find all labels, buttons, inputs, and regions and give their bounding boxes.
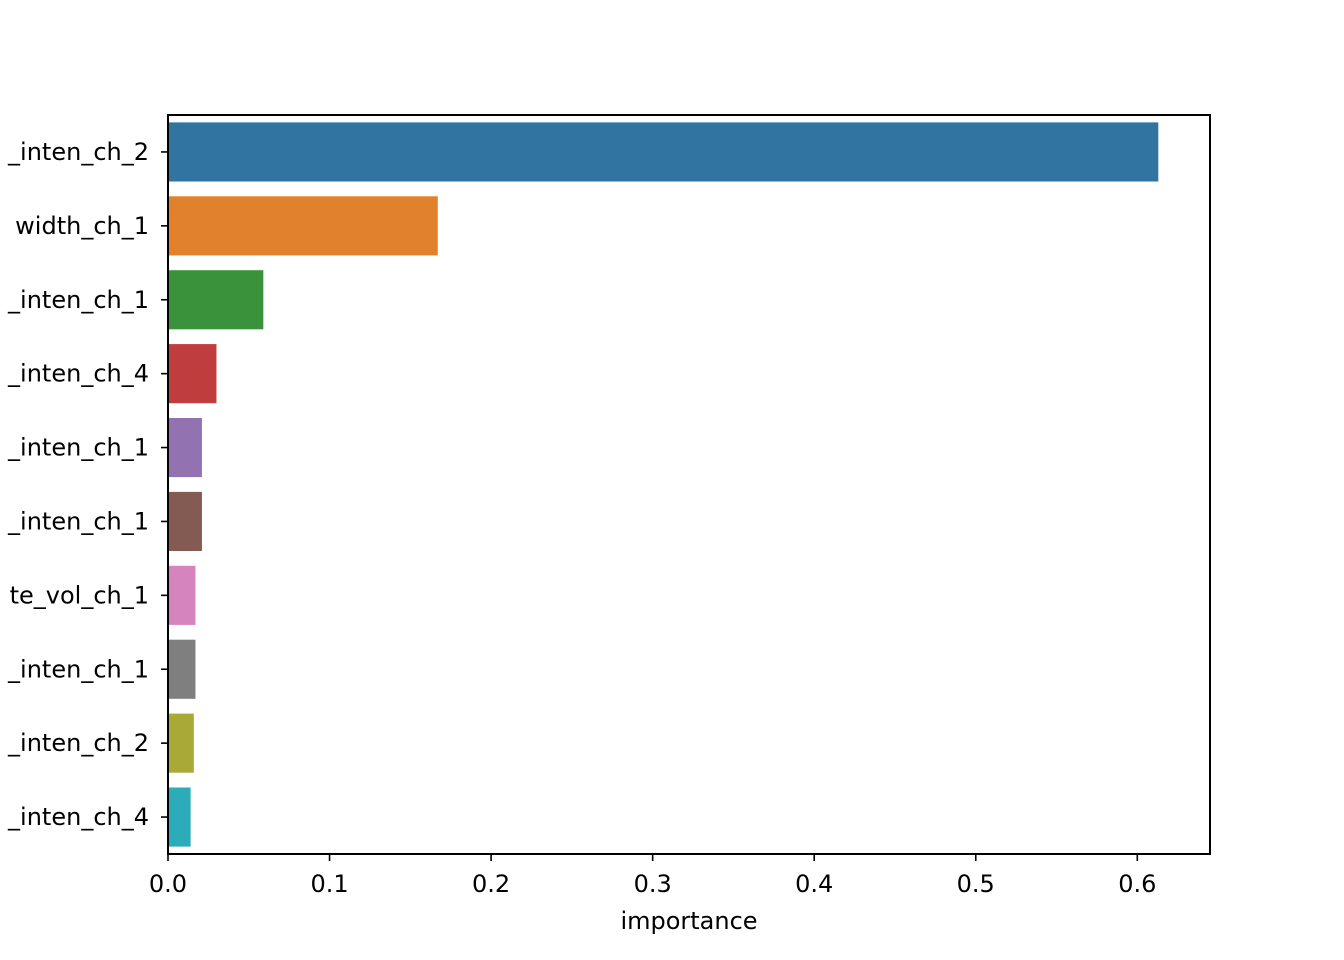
y-tick-label-10: _inten_ch_4 xyxy=(7,803,149,831)
y-axis: _inten_ch_2 width_ch_1 _inten_ch_1 _inten_c… xyxy=(7,138,168,831)
y-tick-label-5: _inten_ch_1 xyxy=(7,434,149,462)
y-tick-label-8: _inten_ch_1 xyxy=(7,655,149,683)
y-tick-label-4: _inten_ch_4 xyxy=(7,360,149,388)
y-tick-label-7: te_vol_ch_1 xyxy=(10,581,149,609)
bar-5 xyxy=(168,417,202,478)
y-tick-label-2: width_ch_1 xyxy=(15,212,149,240)
x-tick-label-3: 0.2 xyxy=(472,870,510,898)
x-tick-label-6: 0.5 xyxy=(957,870,995,898)
bar-10 xyxy=(168,787,191,847)
bars-group xyxy=(168,122,1159,847)
x-axis-label: importance xyxy=(620,907,757,935)
y-tick-label-6: _inten_ch_1 xyxy=(7,507,149,535)
bar-6 xyxy=(168,491,202,552)
x-tick-label-1: 0.0 xyxy=(149,870,187,898)
y-tick-label-1: _inten_ch_2 xyxy=(7,138,149,166)
plot-frame xyxy=(167,114,1211,855)
bar-1 xyxy=(168,122,1159,182)
x-tick-label-7: 0.6 xyxy=(1118,870,1156,898)
bar-7 xyxy=(168,565,196,625)
x-tick-label-2: 0.1 xyxy=(310,870,348,898)
bar-3 xyxy=(168,270,264,330)
bar-4 xyxy=(168,344,217,404)
y-tick-label-3: _inten_ch_1 xyxy=(7,286,149,314)
y-tick-label-9: _inten_ch_2 xyxy=(7,729,149,757)
x-axis: 0.0 0.1 0.2 0.3 0.4 0.5 0.6 xyxy=(149,854,1156,898)
bar-2 xyxy=(168,196,438,256)
bar-8 xyxy=(168,639,196,699)
x-tick-label-5: 0.4 xyxy=(795,870,833,898)
bar-9 xyxy=(168,713,194,773)
x-tick-label-4: 0.3 xyxy=(634,870,672,898)
